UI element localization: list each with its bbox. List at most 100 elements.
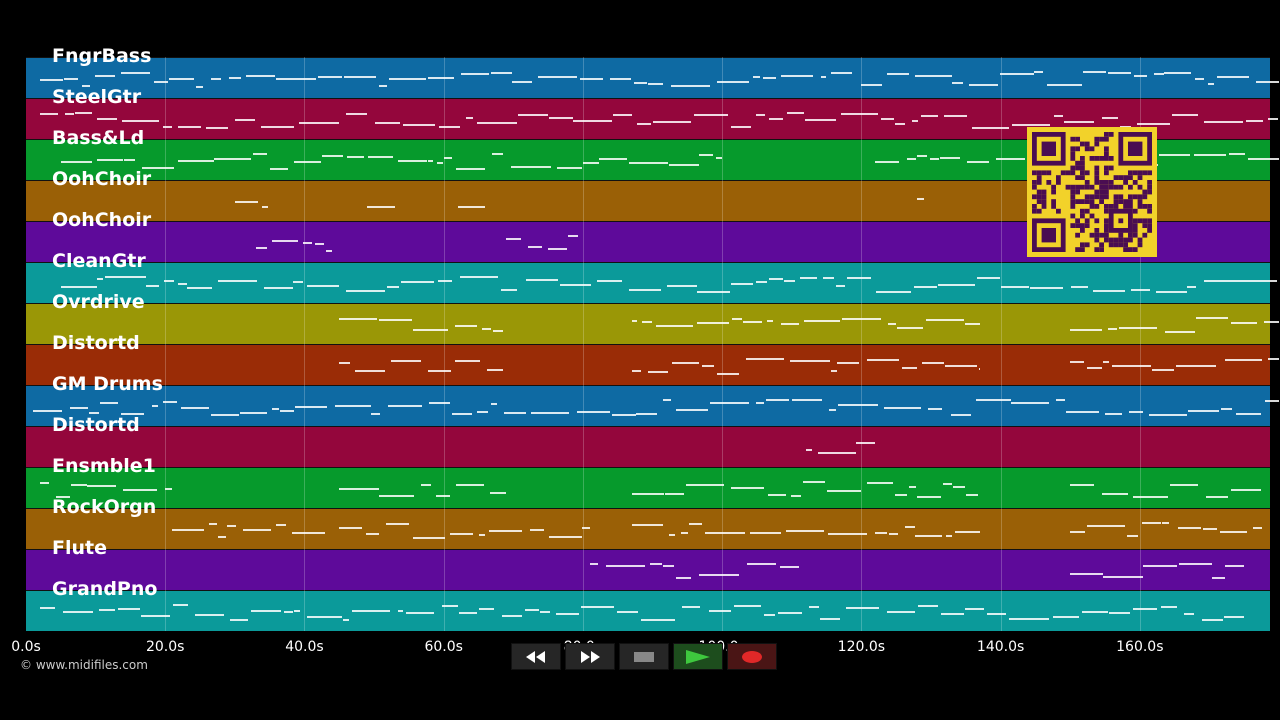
note <box>504 412 527 414</box>
stop-button[interactable] <box>619 643 669 670</box>
note <box>420 484 432 486</box>
note <box>292 532 326 534</box>
note <box>837 362 860 364</box>
note <box>633 82 648 84</box>
note <box>123 489 157 491</box>
note <box>1229 153 1245 155</box>
note <box>211 414 239 416</box>
track-label: Ovrdrive <box>52 291 145 313</box>
note <box>181 407 210 409</box>
note <box>1186 286 1196 288</box>
note <box>306 616 343 618</box>
track-label: SteelGtr <box>52 86 142 108</box>
note <box>1153 73 1165 75</box>
note <box>1252 527 1263 529</box>
note <box>69 407 88 409</box>
time-tick-label: 140.0s <box>976 639 1025 655</box>
note <box>549 117 574 119</box>
note <box>804 119 837 121</box>
note <box>972 127 1009 129</box>
note <box>1267 118 1278 120</box>
note <box>911 120 919 122</box>
note <box>275 524 286 526</box>
note <box>669 534 676 536</box>
note <box>965 608 985 610</box>
note <box>746 563 777 565</box>
note <box>547 248 568 250</box>
note <box>406 612 435 614</box>
note <box>1070 573 1103 575</box>
note <box>283 611 294 613</box>
track-row[interactable] <box>26 467 1270 508</box>
note <box>808 606 820 608</box>
rewind-button[interactable] <box>511 643 561 670</box>
note <box>479 534 486 536</box>
note <box>235 119 256 121</box>
note <box>709 402 749 404</box>
qr-code <box>1027 127 1157 257</box>
note <box>768 278 783 280</box>
track-row[interactable] <box>26 590 1270 631</box>
note <box>979 368 981 370</box>
note <box>708 610 732 612</box>
track-row[interactable] <box>26 262 1270 303</box>
note <box>379 85 388 87</box>
note <box>1055 399 1065 401</box>
note <box>665 493 685 495</box>
note <box>1203 121 1243 123</box>
note <box>918 605 939 607</box>
note <box>805 449 812 451</box>
track-row[interactable] <box>26 508 1270 549</box>
note <box>549 536 582 538</box>
note <box>1177 527 1202 529</box>
note <box>518 114 548 116</box>
record-button[interactable] <box>727 643 777 670</box>
note <box>454 360 481 362</box>
note <box>87 485 117 487</box>
time-tick-label: 160.0s <box>1116 639 1164 655</box>
note <box>479 608 495 610</box>
note <box>780 566 799 568</box>
note <box>920 115 939 117</box>
note <box>435 495 451 497</box>
note <box>177 160 214 162</box>
note <box>682 606 701 608</box>
note <box>1201 619 1223 621</box>
note <box>829 409 837 411</box>
note <box>641 619 676 621</box>
note <box>96 118 118 120</box>
note <box>954 531 980 533</box>
play-button[interactable] <box>673 643 723 670</box>
note <box>1151 369 1175 371</box>
note <box>352 610 391 612</box>
fast-forward-button[interactable] <box>565 643 615 670</box>
note <box>1231 489 1261 491</box>
note <box>1159 154 1191 156</box>
note <box>428 402 451 404</box>
track-row[interactable] <box>26 426 1270 467</box>
note <box>218 280 257 282</box>
note <box>96 159 124 161</box>
note <box>730 283 753 285</box>
track-row[interactable] <box>26 549 1270 590</box>
note <box>343 76 377 78</box>
record-icon <box>742 650 762 663</box>
stop-icon <box>634 651 654 662</box>
track-row[interactable] <box>26 385 1270 426</box>
note <box>699 574 739 576</box>
track-row[interactable] <box>26 303 1270 344</box>
note <box>1184 613 1194 615</box>
note <box>629 289 661 291</box>
note <box>671 362 699 364</box>
note <box>831 72 853 74</box>
note <box>124 159 135 161</box>
note <box>1102 117 1118 119</box>
note <box>1207 83 1214 85</box>
note <box>398 160 427 162</box>
note <box>944 115 968 117</box>
note <box>731 318 742 320</box>
note <box>1176 365 1217 367</box>
track-row[interactable] <box>26 344 1270 385</box>
note <box>781 75 813 77</box>
note <box>631 524 664 526</box>
